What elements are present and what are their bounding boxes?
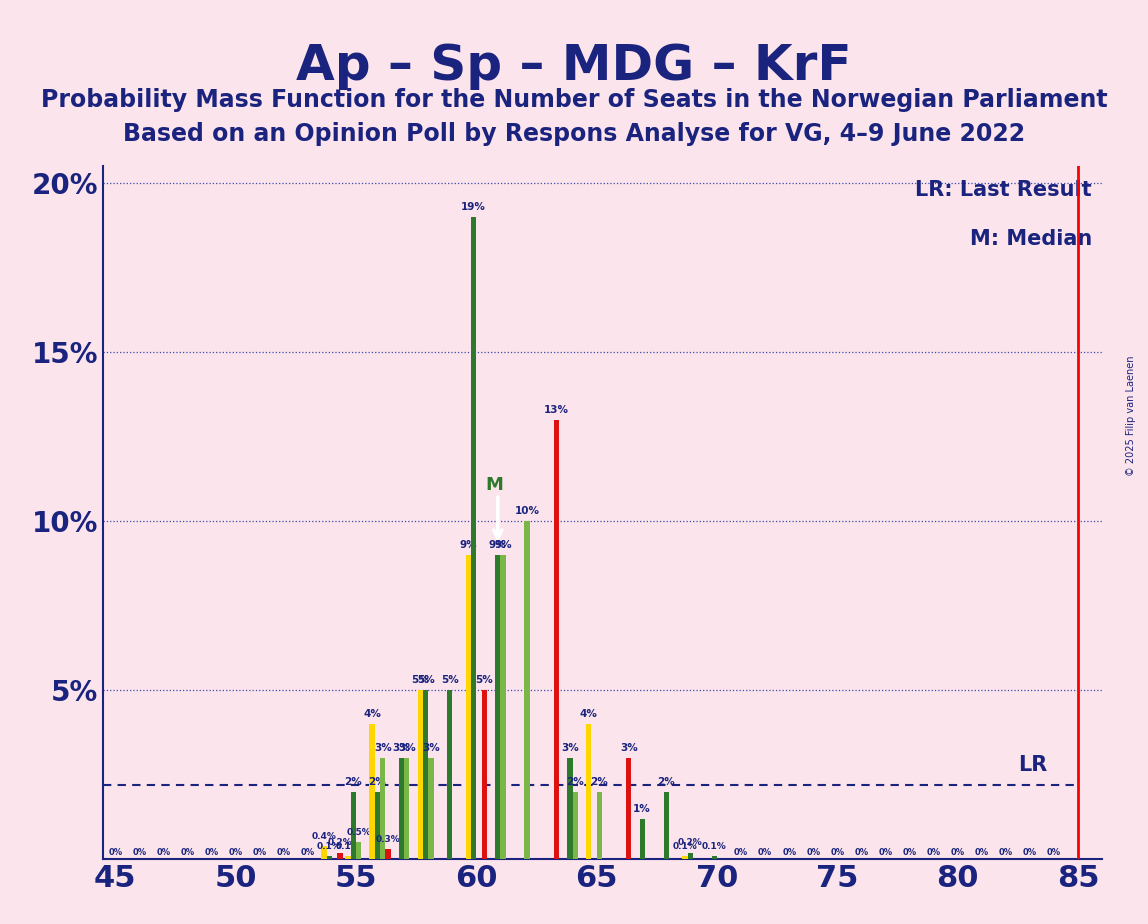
Text: 0.1%: 0.1% (335, 842, 360, 851)
Text: 3%: 3% (393, 743, 410, 753)
Text: 0%: 0% (854, 847, 869, 857)
Text: 0.1%: 0.1% (317, 842, 342, 851)
Bar (501, 555, 506, 859)
Text: 13%: 13% (544, 405, 569, 415)
Text: Probability Mass Function for the Number of Seats in the Norwegian Parliament: Probability Mass Function for the Number… (40, 88, 1108, 112)
Text: 0%: 0% (277, 847, 290, 857)
Text: 0%: 0% (132, 847, 147, 857)
Bar (712, 856, 718, 859)
Text: 0%: 0% (204, 847, 218, 857)
Text: M: Median: M: Median (970, 229, 1092, 249)
Bar (404, 758, 410, 859)
Bar (380, 758, 386, 859)
Text: 5%: 5% (441, 675, 458, 686)
Bar (664, 792, 669, 859)
Bar (428, 758, 434, 859)
Text: 0%: 0% (902, 847, 916, 857)
Text: 0%: 0% (180, 847, 195, 857)
Text: 3%: 3% (561, 743, 579, 753)
Text: 9%: 9% (495, 540, 512, 550)
Text: 0%: 0% (951, 847, 964, 857)
Bar (447, 690, 452, 859)
Bar (482, 690, 487, 859)
Text: 2%: 2% (658, 777, 675, 786)
Text: 1%: 1% (634, 804, 651, 814)
Bar (682, 856, 688, 859)
Text: 0%: 0% (1047, 847, 1061, 857)
Text: 3%: 3% (398, 743, 416, 753)
Text: 3%: 3% (620, 743, 637, 753)
Bar (386, 849, 390, 859)
Text: 0.5%: 0.5% (347, 828, 371, 837)
Text: Ap – Sp – MDG – KrF: Ap – Sp – MDG – KrF (296, 42, 852, 90)
Bar (525, 521, 529, 859)
Bar (553, 419, 559, 859)
Text: 0%: 0% (758, 847, 773, 857)
Text: 0.2%: 0.2% (327, 838, 352, 847)
Text: Based on an Opinion Poll by Respons Analyse for VG, 4–9 June 2022: Based on an Opinion Poll by Respons Anal… (123, 122, 1025, 146)
Text: 0%: 0% (301, 847, 315, 857)
Bar (466, 555, 471, 859)
Text: 0%: 0% (782, 847, 797, 857)
Text: 0.3%: 0.3% (375, 835, 401, 845)
Bar (639, 819, 645, 859)
Bar (688, 853, 693, 859)
Text: 19%: 19% (461, 202, 486, 212)
Bar (422, 690, 428, 859)
Bar (495, 555, 501, 859)
Text: 4%: 4% (363, 709, 381, 719)
Bar (327, 856, 332, 859)
Text: 9%: 9% (459, 540, 478, 550)
Text: 0.1%: 0.1% (701, 842, 727, 851)
Text: 0%: 0% (806, 847, 821, 857)
Text: 9%: 9% (489, 540, 506, 550)
Bar (338, 853, 342, 859)
Text: 0.4%: 0.4% (311, 832, 336, 841)
Text: © 2025 Filip van Laenen: © 2025 Filip van Laenen (1126, 356, 1135, 476)
Text: 5%: 5% (417, 675, 434, 686)
Bar (321, 845, 327, 859)
Text: 2%: 2% (590, 777, 608, 786)
Text: 2%: 2% (369, 777, 387, 786)
Text: 2%: 2% (566, 777, 584, 786)
Text: LR: Last Result: LR: Last Result (915, 180, 1092, 201)
Text: 10%: 10% (514, 506, 540, 517)
Text: 5%: 5% (475, 675, 494, 686)
Text: 0%: 0% (878, 847, 892, 857)
Text: 0%: 0% (926, 847, 940, 857)
Bar (351, 792, 356, 859)
Text: 0%: 0% (253, 847, 266, 857)
Text: 5%: 5% (411, 675, 429, 686)
Bar (346, 856, 351, 859)
Bar (356, 843, 362, 859)
Text: 3%: 3% (422, 743, 440, 753)
Text: 0%: 0% (734, 847, 748, 857)
Text: 0.2%: 0.2% (678, 838, 703, 847)
Text: 0%: 0% (999, 847, 1013, 857)
Bar (374, 792, 380, 859)
Bar (597, 792, 602, 859)
Bar (573, 792, 577, 859)
Text: M: M (486, 476, 503, 494)
Text: 0%: 0% (975, 847, 988, 857)
Text: LR: LR (1018, 755, 1047, 775)
Bar (370, 724, 374, 859)
Text: 0%: 0% (228, 847, 242, 857)
Text: 0%: 0% (1023, 847, 1037, 857)
Text: 0%: 0% (830, 847, 845, 857)
Text: 0%: 0% (156, 847, 171, 857)
Bar (587, 724, 591, 859)
Text: 0.1%: 0.1% (673, 842, 697, 851)
Bar (626, 758, 631, 859)
Text: 4%: 4% (580, 709, 598, 719)
Bar (471, 217, 476, 859)
Bar (567, 758, 573, 859)
Bar (418, 690, 422, 859)
Text: 2%: 2% (344, 777, 363, 786)
Bar (398, 758, 404, 859)
Text: 0%: 0% (108, 847, 123, 857)
Text: 3%: 3% (374, 743, 391, 753)
